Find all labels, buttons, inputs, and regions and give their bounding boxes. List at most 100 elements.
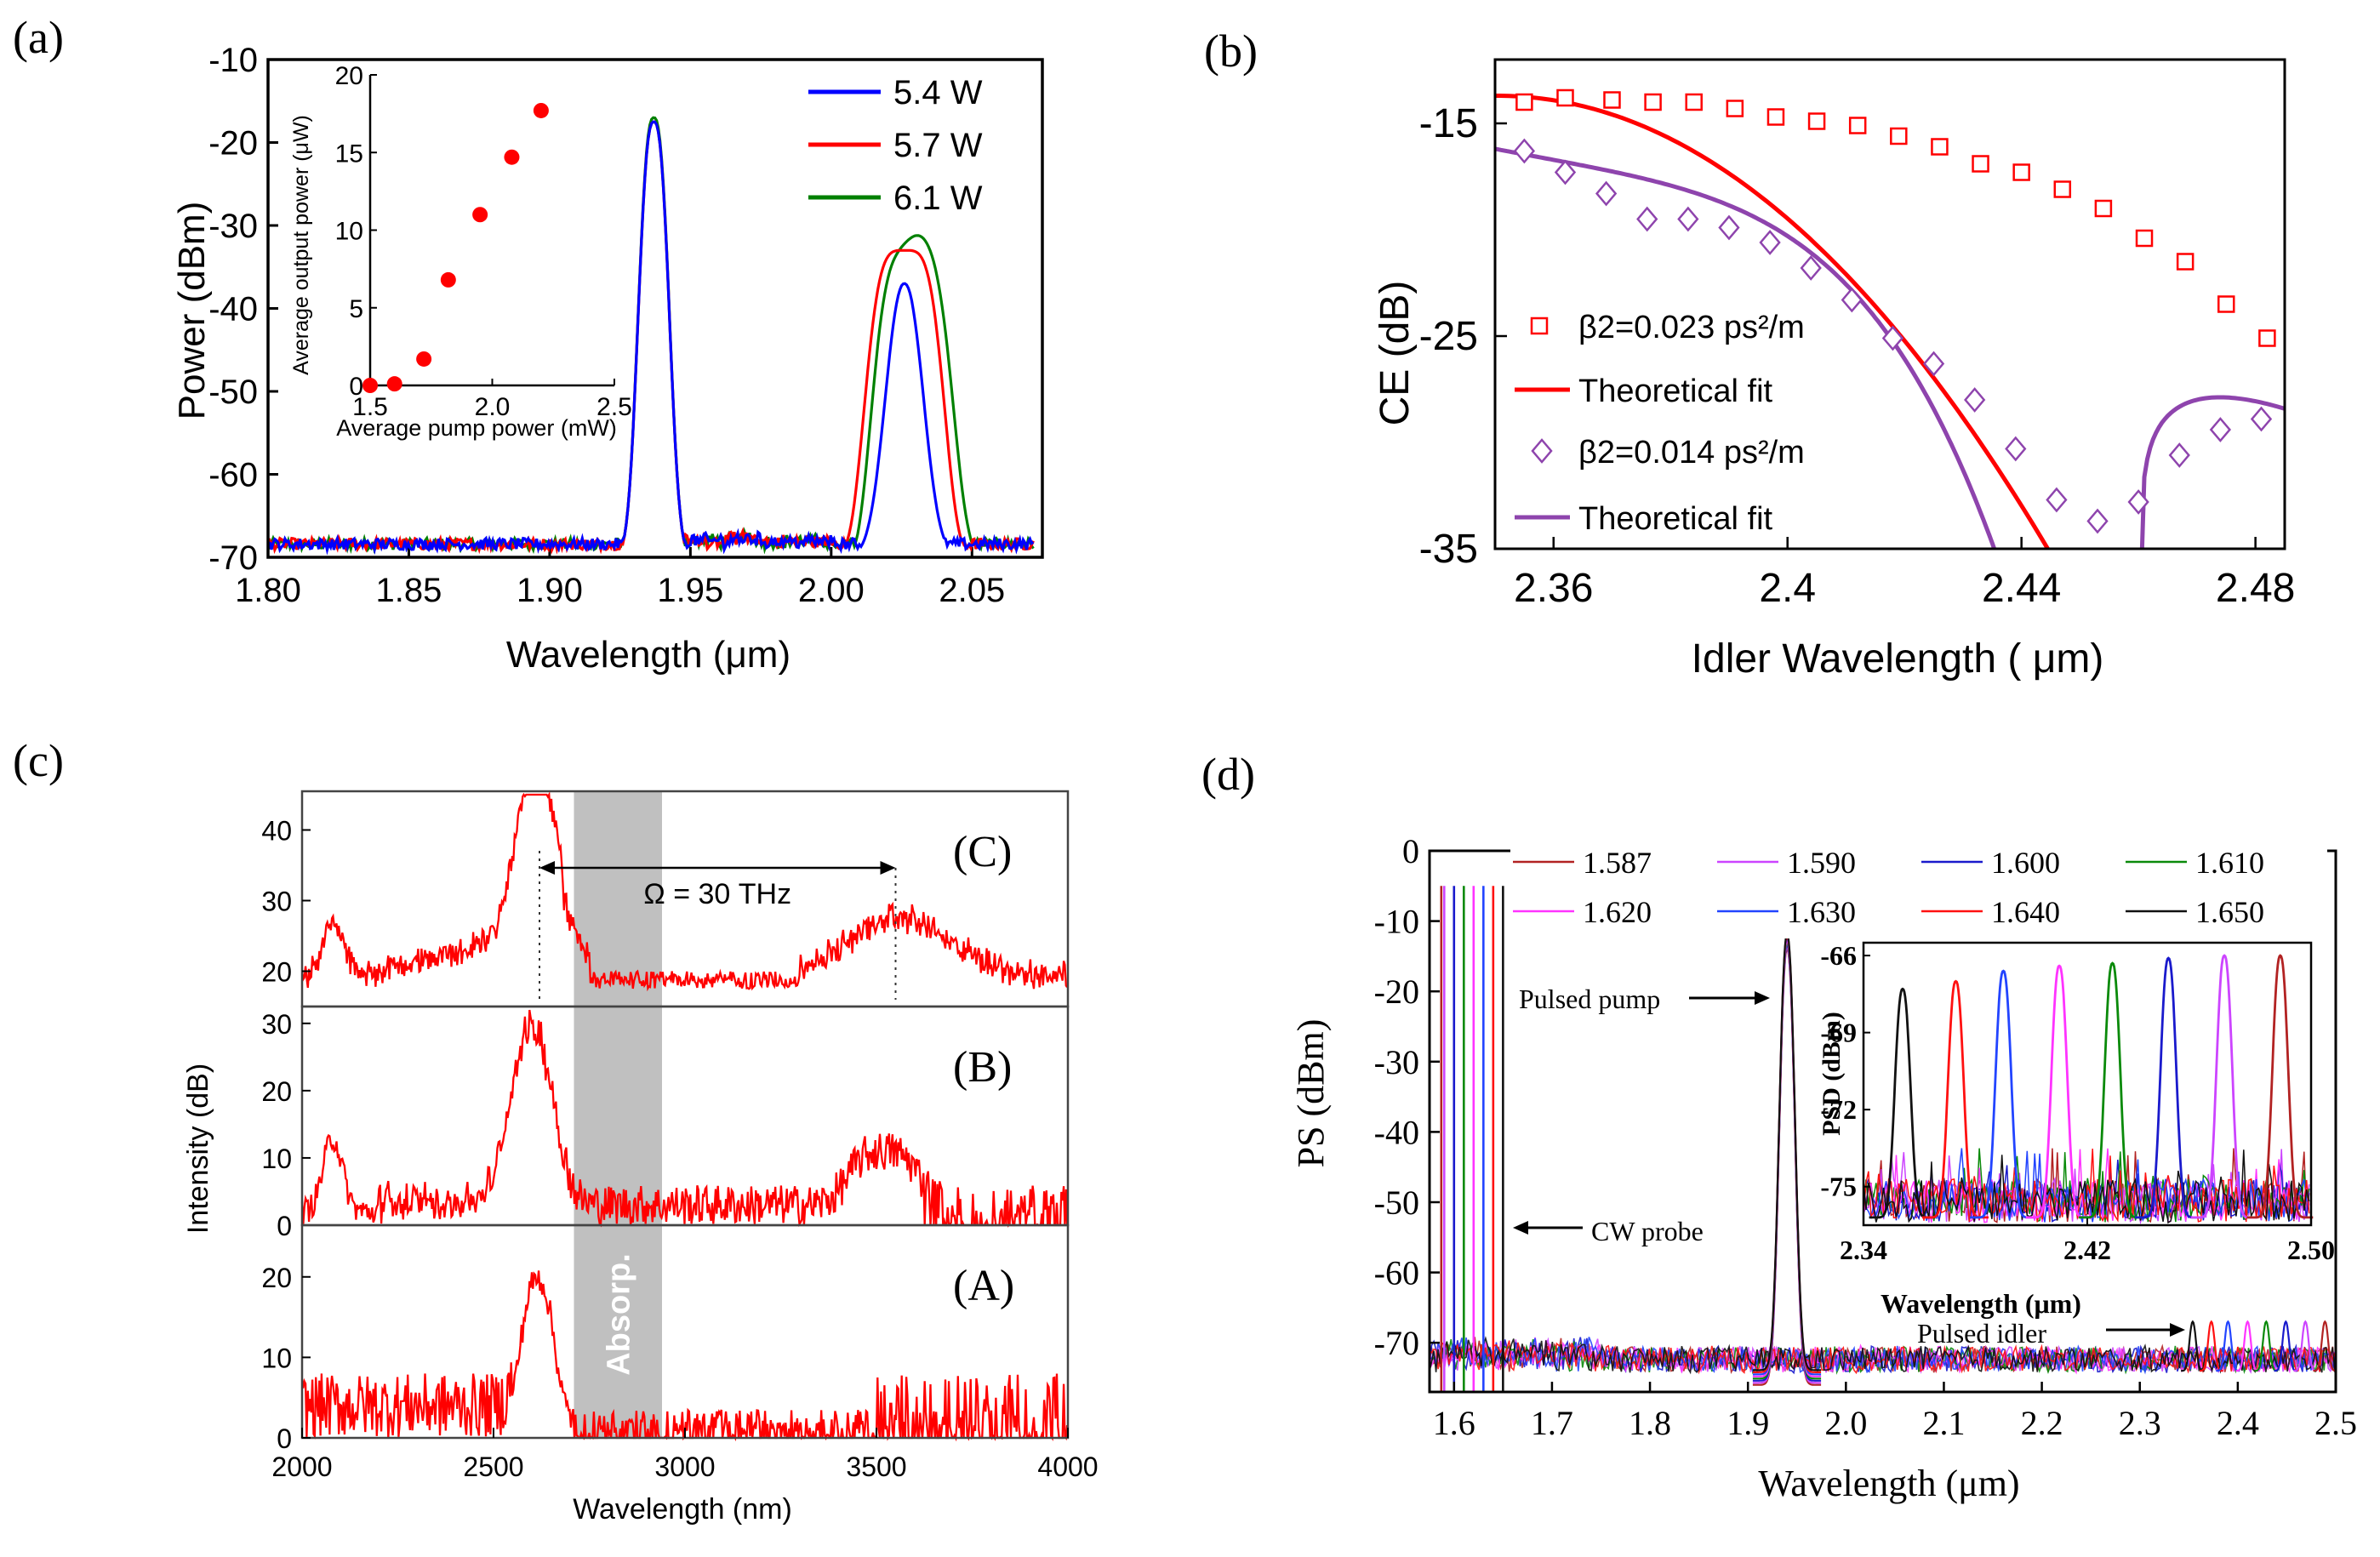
- panel-a-inset-point: [386, 376, 402, 392]
- panel-b-diamond-marker: [1513, 138, 1536, 164]
- panel-a-label: (a): [13, 12, 64, 63]
- panel-a-inset-point: [472, 207, 488, 223]
- panel-d-legend-label: 1.610: [2195, 846, 2264, 880]
- panel-d-noise-floor: [1429, 1337, 2336, 1375]
- panel-a-inset-x-tick-label: 2.0: [475, 393, 511, 421]
- panel-b-diamond-marker: [1881, 325, 1904, 351]
- panel-a-y-tick-label: -10: [208, 42, 258, 79]
- panel-b-legend-square: [1530, 317, 1549, 335]
- panel-d-inset-idler-peak: [2190, 954, 2257, 1219]
- panel-d-inset-x-tick-label: 2.42: [2063, 1235, 2111, 1265]
- panel-d-inset-x-axis-label: Wavelength (μm): [1881, 1288, 2081, 1319]
- panel-b-legend-label-1: β2=0.023 ps²/m: [1578, 310, 1805, 345]
- panel-b: (b) 2.36 2.4 2.44 2.48 -15 -25 -35 β2=0.023 ps…: [1204, 26, 2295, 682]
- panel-a-x-tick-label: 1.90: [517, 572, 583, 609]
- panel-d-y-tick-label: 0: [1402, 832, 1419, 870]
- panel-a-inset-y-tick-label: 5: [349, 295, 363, 323]
- panel-d-x-tick-label: 2.2: [2021, 1404, 2063, 1442]
- panel-d-inset-noise: [1863, 1149, 2310, 1224]
- panel-d-inset: 2.34 2.42 2.50 -66 -69 -72 -75: [1820, 940, 2335, 1265]
- panel-b-legend-label-4: Theoretical fit: [1578, 501, 1773, 537]
- panel-b-diamond-marker: [2209, 417, 2232, 442]
- panel-d-legend-label: 1.590: [1787, 846, 1856, 880]
- panel-c-y-tick-label: 0: [277, 1423, 292, 1454]
- panel-b-square-marker: [1766, 108, 1785, 126]
- panel-b-diamond-marker: [1922, 351, 1945, 377]
- annotation-cw-probe: CW probe: [1591, 1216, 1704, 1246]
- panel-a-y-tick-label: -20: [208, 125, 258, 163]
- panel-d-y-tick-label: -60: [1374, 1254, 1419, 1292]
- panel-c-plot-area: Absorp. 20 30 40 (C) 0 10 20 30 (B) 0 10 20 (A) 2000 25…: [261, 790, 1099, 1482]
- panel-d-x-tick-label: 1.8: [1629, 1404, 1671, 1442]
- panel-a-x-tick-label: 1.95: [657, 572, 723, 609]
- panel-c-x-tick-label: 3500: [846, 1451, 906, 1482]
- panel-b-square-marker: [1726, 100, 1744, 117]
- panel-d-x-tick-label: 2.5: [2314, 1404, 2357, 1442]
- panel-d-inset-y-tick-label: -72: [1820, 1094, 1857, 1125]
- annotation-pulsed-idler: Pulsed idler: [1917, 1318, 2046, 1349]
- panel-d-pump-arrowhead: [1755, 991, 1770, 1005]
- panel-d-idler-peak: [2181, 1320, 2205, 1372]
- panel-d-x-tick-label: 1.6: [1433, 1404, 1475, 1442]
- panel-b-square-marker: [2135, 229, 2154, 248]
- panel-a-inset-x-tick-label: 2.5: [596, 393, 632, 421]
- panel-b-square-marker: [1807, 112, 1826, 130]
- panel-a-x-tick-label: 2.05: [939, 572, 1005, 609]
- panel-d-y-tick-label: -20: [1374, 972, 1419, 1011]
- panel-a-inset-point: [533, 102, 549, 118]
- panel-b-square-marker: [1515, 93, 1533, 111]
- panel-b-square-marker: [1556, 88, 1574, 107]
- panel-b-square-marker: [2012, 163, 2030, 181]
- panel-c-y-tick-label: 20: [261, 1076, 292, 1107]
- panel-d-x-axis-label: Wavelength (μm): [1758, 1463, 2019, 1504]
- panel-c-y-tick-label: 20: [261, 1263, 292, 1293]
- panel-d-y-axis-label: PS (dBm): [1290, 1019, 1332, 1168]
- panel-b-diamond-marker: [1554, 159, 1577, 185]
- panel-a-inset-point: [440, 271, 456, 288]
- panel-a-inset-y-tick-label: 10: [335, 218, 363, 246]
- panel-d-y-tick-label: -10: [1374, 903, 1419, 941]
- panel-b-y-axis-label: CE (dB): [1373, 281, 1418, 426]
- panel-d-legend-label: 1.630: [1787, 895, 1856, 929]
- panel-b-diamond-marker: [1759, 230, 1781, 255]
- panel-d: (d) 1.6 1.7 1.8 1.9 2.0 2.1 2.2 2.3 2.4 2.50-10-2…: [1201, 749, 2357, 1504]
- panel-a-series-line-5.4W: [266, 120, 1035, 556]
- panel-d-inset-x-tick-label: 2.50: [2287, 1235, 2335, 1265]
- panel-c-y-axis-label: Intensity (dB): [182, 1064, 214, 1234]
- panel-b-square-marker: [2053, 180, 2072, 198]
- panel-a-inset-point: [362, 378, 378, 393]
- panel-c-x-axis-label: Wavelength (nm): [573, 1493, 792, 1526]
- panel-b-square-marker: [1685, 93, 1703, 111]
- panel-c-x-tick-label: 2500: [463, 1451, 523, 1482]
- panel-a-inset-point: [416, 351, 432, 367]
- panel-b-diamond-marker: [2086, 508, 2109, 534]
- panel-d-inset-idler-peak: [2079, 961, 2146, 1219]
- panel-a-legend: 5.4 W 5.7 W 6.1 W: [808, 74, 983, 217]
- panel-d-plot-area: 1.6 1.7 1.8 1.9 2.0 2.1 2.2 2.3 2.4 2.50-10-20-30…: [1374, 832, 2357, 1442]
- panel-c-absorption-label: Absorp.: [601, 1253, 636, 1376]
- panel-b-diamond-marker: [2168, 442, 2190, 468]
- panel-b-fit-purple-right: [2139, 395, 2285, 549]
- panel-b-diamond-marker: [1964, 387, 1986, 413]
- panel-d-x-tick-label: 2.3: [2119, 1404, 2161, 1442]
- panel-b-square-marker: [1848, 117, 1867, 134]
- panel-d-x-tick-label: 2.1: [1922, 1404, 1965, 1442]
- panel-b-diamond-marker: [1841, 287, 1863, 313]
- panel-b-x-axis-label: Idler Wavelength ( μm): [1692, 636, 2104, 682]
- panel-d-idler-peak: [2274, 1320, 2298, 1372]
- panel-b-x-tick-label: 2.4: [1759, 566, 1816, 611]
- panel-b-diamond-marker: [1800, 255, 1822, 281]
- panel-a-x-tick-label: 1.85: [376, 572, 442, 609]
- panel-c-y-tick-label: 30: [261, 1009, 292, 1040]
- panel-c-x-tick-label: 2000: [271, 1451, 332, 1482]
- panel-b-legend-label-2: Theoretical fit: [1578, 374, 1773, 409]
- panel-a: (a) 1.80 1.85 1.90 1.95 2.00 2.05-10-20-30-40…: [13, 12, 1044, 676]
- panel-c-y-tick-label: 30: [261, 887, 292, 917]
- panel-d-y-tick-label: -50: [1374, 1183, 1419, 1222]
- panel-c-y-tick-label: 20: [261, 957, 292, 988]
- panel-c-subplot-tag: (B): [953, 1043, 1012, 1092]
- panel-c-y-tick-label: 10: [261, 1343, 292, 1373]
- panel-a-x-tick-label: 1.80: [235, 572, 301, 609]
- panel-d-inset-y-tick-label: -69: [1820, 1018, 1857, 1048]
